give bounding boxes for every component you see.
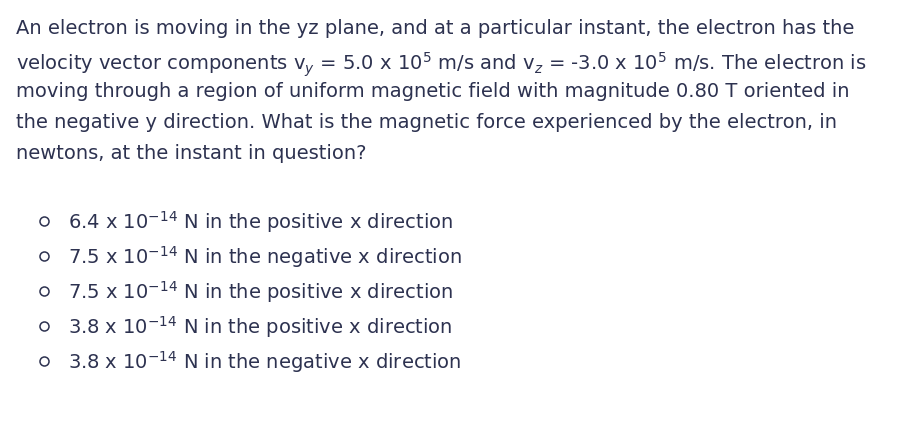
- Text: 7.5 x 10$^{-14}$ N in the negative x direction: 7.5 x 10$^{-14}$ N in the negative x dir…: [68, 244, 462, 269]
- Text: the negative y direction. What is the magnetic force experienced by the electron: the negative y direction. What is the ma…: [16, 112, 837, 131]
- Text: newtons, at the instant in question?: newtons, at the instant in question?: [16, 144, 367, 162]
- Text: An electron is moving in the yz plane, and at a particular instant, the electron: An electron is moving in the yz plane, a…: [16, 19, 854, 38]
- Text: moving through a region of uniform magnetic field with magnitude 0.80 T oriented: moving through a region of uniform magne…: [16, 81, 850, 100]
- Text: 3.8 x 10$^{-14}$ N in the negative x direction: 3.8 x 10$^{-14}$ N in the negative x dir…: [68, 348, 461, 374]
- Text: velocity vector components v$_{y}$ = 5.0 x 10$^{5}$ m/s and v$_{z}$ = -3.0 x 10$: velocity vector components v$_{y}$ = 5.0…: [16, 50, 867, 79]
- Text: 6.4 x 10$^{-14}$ N in the positive x direction: 6.4 x 10$^{-14}$ N in the positive x dir…: [68, 209, 453, 234]
- Text: 3.8 x 10$^{-14}$ N in the positive x direction: 3.8 x 10$^{-14}$ N in the positive x dir…: [68, 314, 453, 339]
- Text: 7.5 x 10$^{-14}$ N in the positive x direction: 7.5 x 10$^{-14}$ N in the positive x dir…: [68, 279, 453, 304]
